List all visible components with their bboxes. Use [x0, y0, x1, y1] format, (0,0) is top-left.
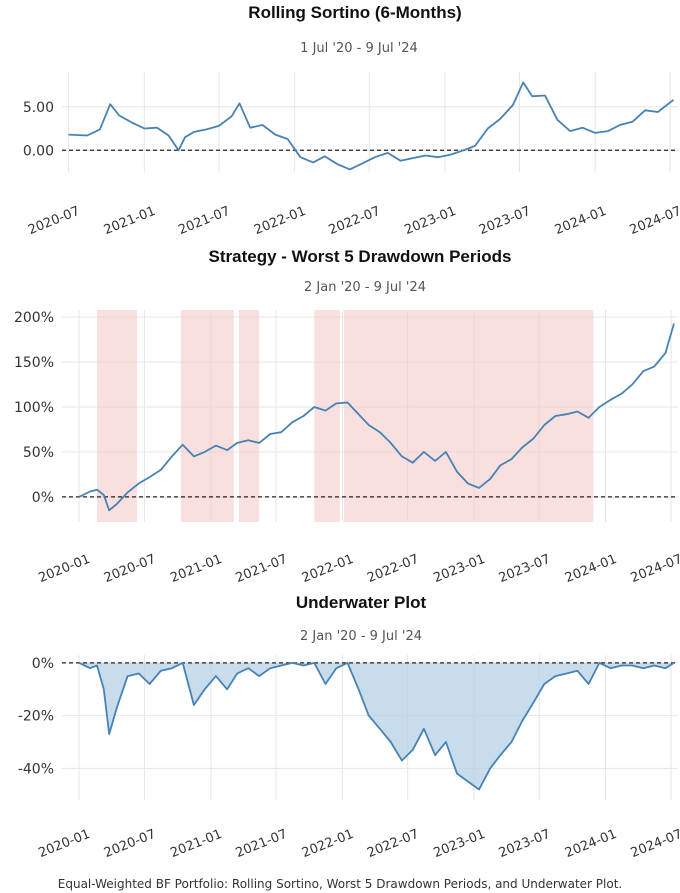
- drawdown-periods-x-ticks: 2020-01 2020-07 2021-01 2021-07 2022-01 2022-…: [36, 552, 680, 586]
- y-tick-label: 50%: [23, 445, 54, 461]
- underwater-area-fill: [79, 662, 675, 790]
- series-line: [78, 662, 675, 791]
- underwater-title: Underwater Plot: [296, 593, 427, 612]
- drawdown-periods-subtitle: 2 Jan '20 - 9 Jul '24: [304, 280, 426, 295]
- x-tick-label: 2024-07: [629, 552, 680, 586]
- drawdown-period-shade: [238, 310, 260, 522]
- y-tick-label: 0%: [32, 656, 54, 672]
- rolling-sortino-panel: Rolling Sortino (6-Months) 1 Jul '20 - 9…: [23, 3, 680, 238]
- x-tick-label: 2024-01: [563, 827, 619, 861]
- x-tick-label: 2021-07: [234, 552, 290, 586]
- underwater-series: [78, 662, 675, 791]
- x-tick-label: 2021-07: [176, 204, 232, 238]
- drawdown-periods-title: Strategy - Worst 5 Drawdown Periods: [209, 247, 512, 266]
- x-tick-label: 2024-07: [628, 204, 680, 238]
- drawdown-periods-panel: Strategy - Worst 5 Drawdown Periods 2 Ja…: [14, 247, 680, 586]
- underwater-x-ticks: 2020-01 2020-07 2021-01 2021-07 2022-01 2022-…: [36, 827, 680, 861]
- y-tick-label: 150%: [14, 355, 54, 371]
- y-tick-label: 100%: [14, 400, 54, 416]
- x-tick-label: 2023-01: [431, 827, 487, 861]
- y-tick-label: 5.00: [23, 100, 54, 116]
- x-tick-label: 2021-01: [168, 552, 224, 586]
- figure-caption: Equal-Weighted BF Portfolio: Rolling Sor…: [58, 877, 622, 891]
- rolling-sortino-grid: [62, 72, 678, 172]
- x-tick-label: 2021-07: [234, 827, 290, 861]
- x-tick-label: 2022-07: [327, 204, 383, 238]
- x-tick-label: 2023-01: [431, 552, 487, 586]
- series-line: [78, 323, 675, 512]
- drawdown-periods-shades: [96, 310, 594, 522]
- x-tick-label: 2023-07: [477, 204, 533, 238]
- x-tick-label: 2020-01: [36, 827, 92, 861]
- x-tick-label: 2020-01: [36, 552, 92, 586]
- x-tick-label: 2020-07: [26, 204, 82, 238]
- drawdown-period-shade: [180, 310, 234, 522]
- x-tick-label: 2022-01: [300, 552, 356, 586]
- x-tick-label: 2021-01: [102, 204, 158, 238]
- rolling-sortino-title: Rolling Sortino (6-Months): [248, 3, 461, 22]
- x-tick-label: 2022-07: [365, 552, 421, 586]
- rolling-sortino-y-ticks: 5.00 0.00: [23, 100, 54, 159]
- y-tick-label: 0.00: [23, 143, 54, 159]
- series-line: [68, 81, 675, 171]
- drawdown-period-shade: [96, 310, 137, 522]
- y-tick-label: 200%: [14, 310, 54, 326]
- underwater-subtitle: 2 Jan '20 - 9 Jul '24: [300, 629, 422, 644]
- x-tick-label: 2021-01: [168, 827, 224, 861]
- y-tick-label: -40%: [18, 761, 54, 777]
- drawdown-period-shade: [343, 310, 594, 522]
- y-tick-label: -20%: [18, 709, 54, 725]
- underwater-area: [79, 662, 675, 790]
- underwater-panel: Underwater Plot 2 Jan '20 - 9 Jul '24 0%…: [18, 593, 680, 861]
- drawdown-periods-y-ticks: 200% 150% 100% 50% 0%: [14, 310, 54, 506]
- rolling-sortino-subtitle: 1 Jul '20 - 9 Jul '24: [300, 41, 418, 56]
- x-tick-label: 2020-07: [102, 552, 158, 586]
- x-tick-label: 2024-07: [629, 827, 680, 861]
- x-tick-label: 2022-01: [252, 204, 308, 238]
- x-tick-label: 2020-07: [102, 827, 158, 861]
- x-tick-label: 2022-07: [365, 827, 421, 861]
- x-tick-label: 2023-01: [402, 204, 458, 238]
- rolling-sortino-series: [68, 81, 675, 171]
- drawdown-period-shade: [314, 310, 340, 522]
- y-tick-label: 0%: [32, 490, 54, 506]
- x-tick-label: 2023-07: [497, 552, 553, 586]
- x-tick-label: 2023-07: [497, 827, 553, 861]
- x-tick-label: 2022-01: [300, 827, 356, 861]
- drawdown-periods-series: [78, 323, 675, 512]
- rolling-sortino-x-ticks: 2020-07 2021-01 2021-07 2022-01 2022-07 2023-…: [26, 204, 680, 238]
- underwater-y-ticks: 0% -20% -40%: [18, 656, 54, 777]
- x-tick-label: 2024-01: [563, 552, 619, 586]
- x-tick-label: 2024-01: [553, 204, 609, 238]
